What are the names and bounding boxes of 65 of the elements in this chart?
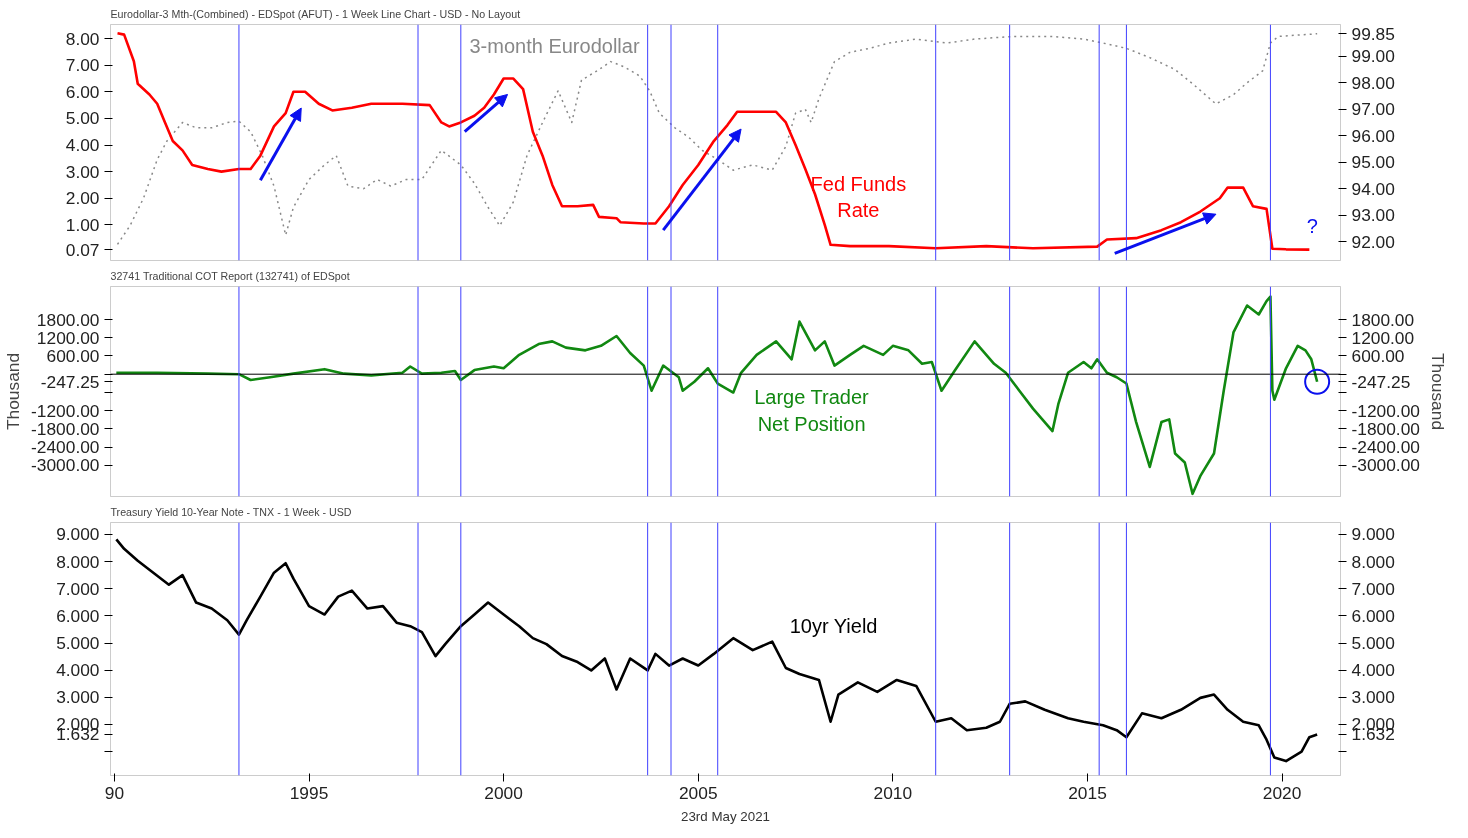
y2-tick-label: 7.000 <box>1351 578 1395 599</box>
y-tick-label: 7.000 <box>56 578 100 599</box>
y2-tick-label: 1800.00 <box>1351 309 1415 330</box>
y-tick-label: 4.00 <box>65 135 100 156</box>
y2-tick-label: 99.85 <box>1351 23 1395 44</box>
y2-tick-label: 99.00 <box>1351 46 1395 67</box>
y-tick-label: -1200.00 <box>31 400 100 421</box>
y2-tick-label: 93.00 <box>1351 205 1395 226</box>
chart-title: Treasury Yield 10-Year Note - TNX - 1 Week - USD <box>110 505 352 518</box>
y2-tick-label: 96.00 <box>1351 125 1395 146</box>
y-tick-label: 4.000 <box>56 660 100 681</box>
y2-axis-title: Thousand <box>1427 352 1448 431</box>
y2-tick-label: -3000.00 <box>1351 455 1420 476</box>
y-tick-label: 600.00 <box>46 345 100 366</box>
y-tick-label: -2400.00 <box>31 437 100 458</box>
y2-tick-label: -1200.00 <box>1351 400 1420 421</box>
y2-tick-label: 3.000 <box>1351 687 1395 708</box>
y-tick-label: -3000.00 <box>31 455 100 476</box>
y-tick-label: -247.25 <box>40 371 100 392</box>
text: 23rd May 2021 <box>681 808 770 824</box>
y-tick-label: 5.00 <box>65 108 100 129</box>
y-tick-label: -1800.00 <box>31 418 100 439</box>
y-tick-label: 6.000 <box>56 605 100 626</box>
y2-tick-label: 94.00 <box>1351 178 1395 199</box>
x-tick-label: 2010 <box>873 782 913 803</box>
y2-tick-label: 4.000 <box>1351 660 1395 681</box>
y2-tick-label: -2400.00 <box>1351 437 1420 458</box>
annotation: Large Trader Net Position <box>754 386 870 435</box>
y2-tick-label: 95.00 <box>1351 152 1395 173</box>
y2-tick-label: -1800.00 <box>1351 418 1420 439</box>
x-tick-label: 1995 <box>289 782 329 803</box>
y2-tick-label: 9.000 <box>1351 524 1395 545</box>
y-tick-label: 7.00 <box>65 55 100 76</box>
y2-tick-label: 8.000 <box>1351 551 1395 572</box>
y2-tick-label: 97.00 <box>1351 99 1395 120</box>
y-tick-label: 1200.00 <box>36 327 100 348</box>
y-tick-label: 3.000 <box>56 687 100 708</box>
y2-tick-label: 92.00 <box>1351 231 1395 252</box>
y2-tick-label: 98.00 <box>1351 72 1395 93</box>
annotation: ? <box>1306 214 1318 237</box>
x-tick-label: 2000 <box>484 782 523 803</box>
y2-tick-label: 6.000 <box>1351 605 1395 626</box>
x-tick-label: 2015 <box>1068 782 1107 803</box>
y-tick-label: 9.000 <box>56 524 100 545</box>
y2-tick-label: 1200.00 <box>1351 327 1415 348</box>
y-tick-label: 6.00 <box>65 81 100 102</box>
x-tick-label: 2005 <box>678 782 718 803</box>
y-tick-label: 1.00 <box>65 214 100 235</box>
chart-title: Eurodollar-3 Mth-(Combined) - EDSpot (AFUT) - 1 Week Line Chart - USD - No Layout <box>110 7 521 20</box>
annotation: 10yr Yield <box>789 615 878 638</box>
y2-tick-label: 600.00 <box>1351 345 1405 366</box>
y-tick-label: 8.00 <box>65 28 100 49</box>
y-tick-label: 5.000 <box>56 633 100 654</box>
chart-title: 32741 Traditional COT Report (132741) of EDSpot <box>110 269 350 282</box>
y-tick-label: 0.07 <box>65 239 100 260</box>
x-tick-label: 2020 <box>1262 782 1302 803</box>
x-tick-label: 90 <box>104 782 125 803</box>
y2-tick-label: -247.25 <box>1351 371 1411 392</box>
y-axis-title: Thousand <box>3 352 24 431</box>
y2-tick-label: 5.000 <box>1351 633 1395 654</box>
y-tick-label: 8.000 <box>56 551 100 572</box>
y-tick-label: 2.00 <box>65 188 100 209</box>
y-tick-label: 3.00 <box>65 161 100 182</box>
annotation: 3-month Eurodollar <box>469 34 640 57</box>
y-tick-label: 1800.00 <box>36 309 100 330</box>
